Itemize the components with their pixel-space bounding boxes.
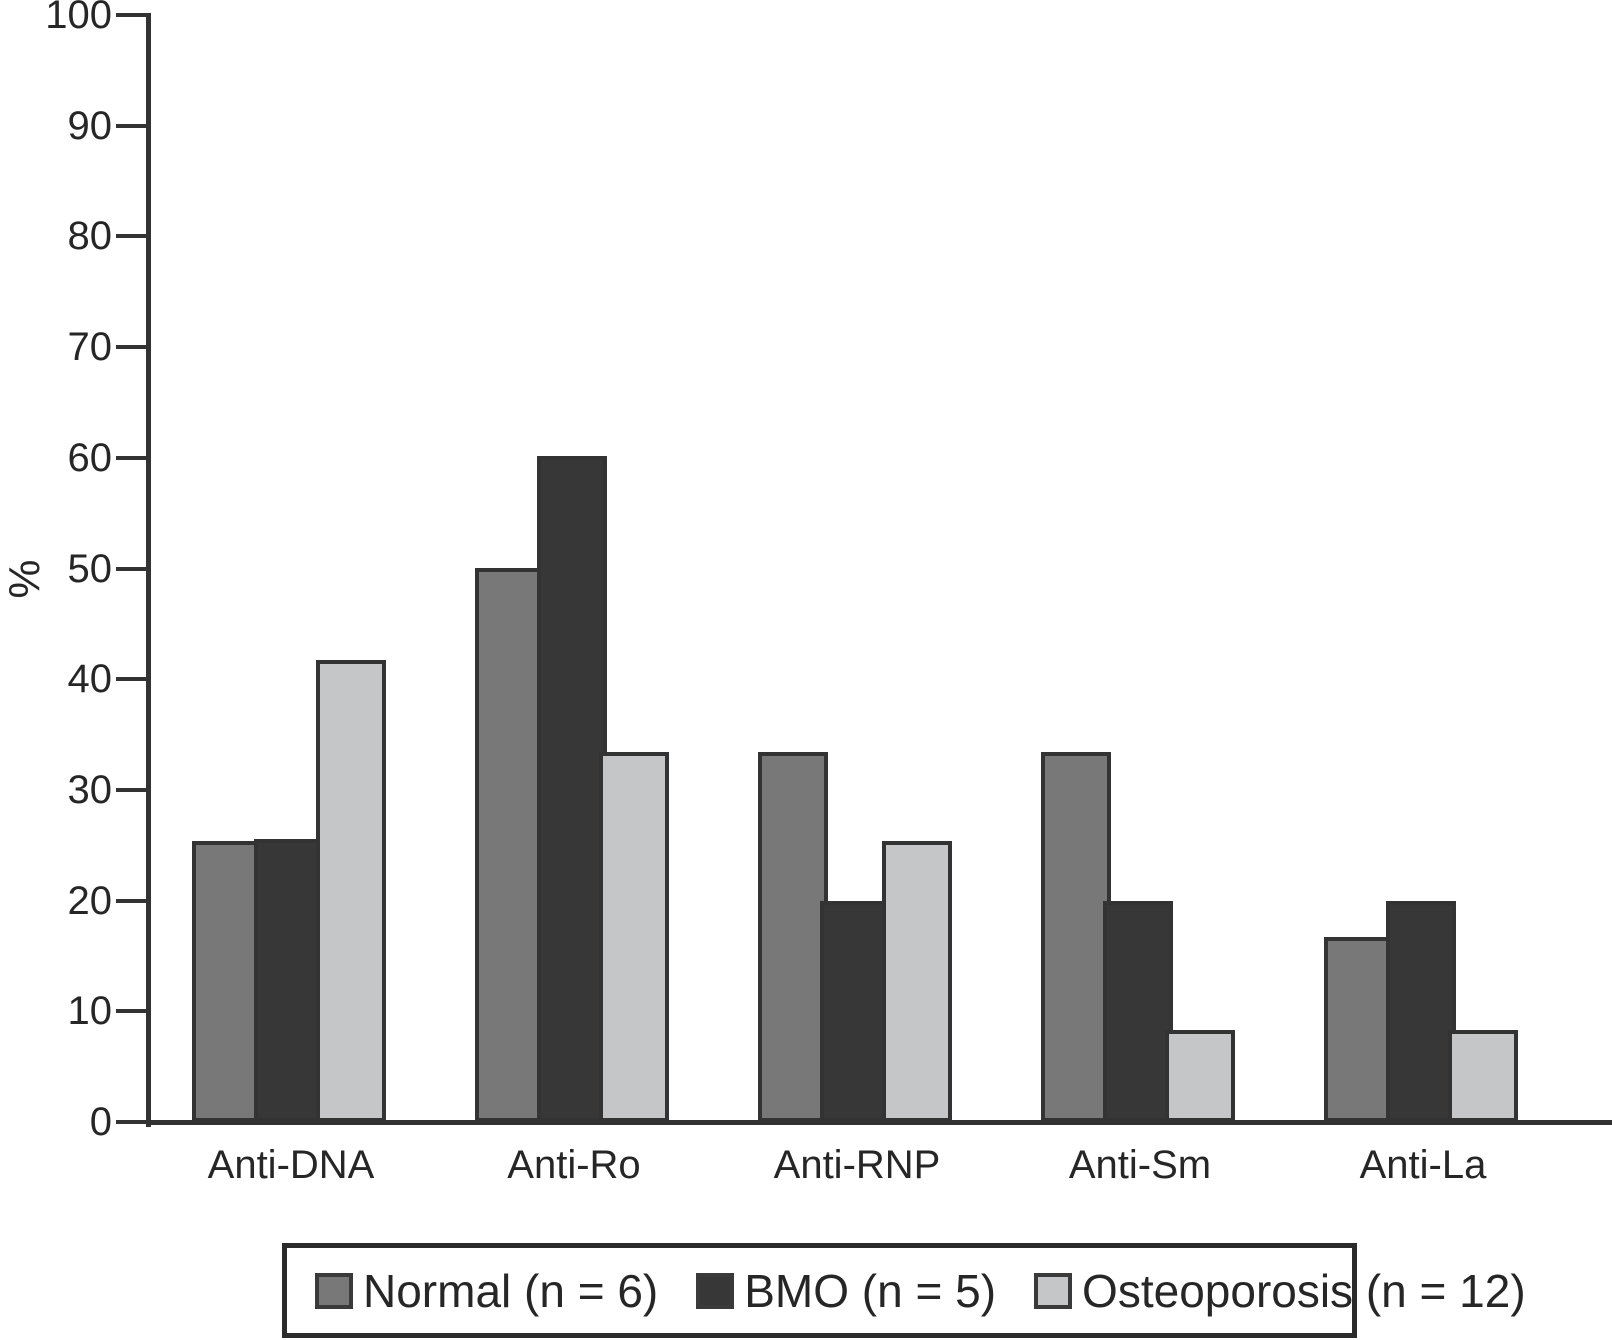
x-category-label: Anti-DNA	[207, 1143, 375, 1187]
y-tick-label: 10	[67, 989, 113, 1034]
y-axis-tick	[116, 898, 146, 903]
y-axis-tick	[116, 455, 146, 460]
legend-label: BMO (n = 5)	[744, 1264, 997, 1317]
x-axis-line	[146, 1120, 1612, 1125]
y-axis-tick	[116, 123, 146, 128]
y-tick-label: 20	[67, 878, 113, 923]
bar	[1448, 1030, 1518, 1122]
y-tick-label: 100	[45, 0, 112, 37]
y-axis-tick	[116, 345, 146, 350]
x-category-label: Anti-Sm	[1068, 1143, 1212, 1187]
y-axis-line	[146, 13, 151, 1127]
bar	[758, 752, 828, 1122]
y-axis-tick	[116, 787, 146, 792]
bar	[192, 841, 262, 1122]
y-axis-tick	[116, 13, 146, 17]
y-axis-tick	[116, 677, 146, 682]
y-tick-label: 90	[67, 103, 113, 148]
y-tick-label: 70	[67, 325, 113, 370]
bar	[316, 660, 386, 1122]
bar	[537, 456, 607, 1122]
bar	[599, 752, 669, 1122]
y-axis-tick	[116, 1120, 146, 1124]
bar	[1165, 1030, 1235, 1122]
legend-item: Osteoporosis (n = 12)	[1034, 1266, 1526, 1316]
y-tick-label: 30	[67, 767, 113, 812]
y-axis-tick	[116, 234, 146, 239]
legend-swatch	[315, 1272, 353, 1309]
bar	[820, 901, 890, 1122]
y-tick-label: 80	[67, 214, 113, 259]
bar	[882, 841, 952, 1122]
bar	[1324, 937, 1394, 1122]
bar	[475, 568, 545, 1122]
legend: Normal (n = 6) BMO (n = 5) Osteoporosis (n…	[282, 1243, 1526, 1338]
y-axis-tick	[116, 566, 146, 571]
x-category-label: Anti-RNP	[773, 1143, 941, 1187]
legend-swatch	[1034, 1272, 1073, 1309]
bar	[1103, 901, 1173, 1122]
y-tick-label: 50	[67, 546, 113, 591]
bar	[1041, 752, 1111, 1122]
y-axis-tick	[116, 1009, 146, 1014]
legend-swatch	[696, 1272, 735, 1309]
y-tick-label: 60	[67, 435, 113, 480]
plot-area: 0 10 20 30 40 50 60 70 80 90 100 Anti-DNA Anti-Ro Ant…	[45, 0, 1612, 1187]
legend-label: Osteoporosis (n = 12)	[1082, 1264, 1526, 1317]
y-tick-label: 40	[67, 657, 113, 702]
bar	[254, 839, 324, 1122]
legend-label: Normal (n = 6)	[363, 1264, 659, 1317]
x-category-label: Anti-Ro	[507, 1143, 641, 1187]
legend-item: Normal (n = 6)	[315, 1266, 658, 1316]
legend-item: BMO (n = 5)	[696, 1266, 996, 1316]
y-tick-label: 0	[89, 1100, 112, 1144]
bar	[1386, 901, 1456, 1122]
x-category-label: Anti-La	[1359, 1143, 1487, 1187]
